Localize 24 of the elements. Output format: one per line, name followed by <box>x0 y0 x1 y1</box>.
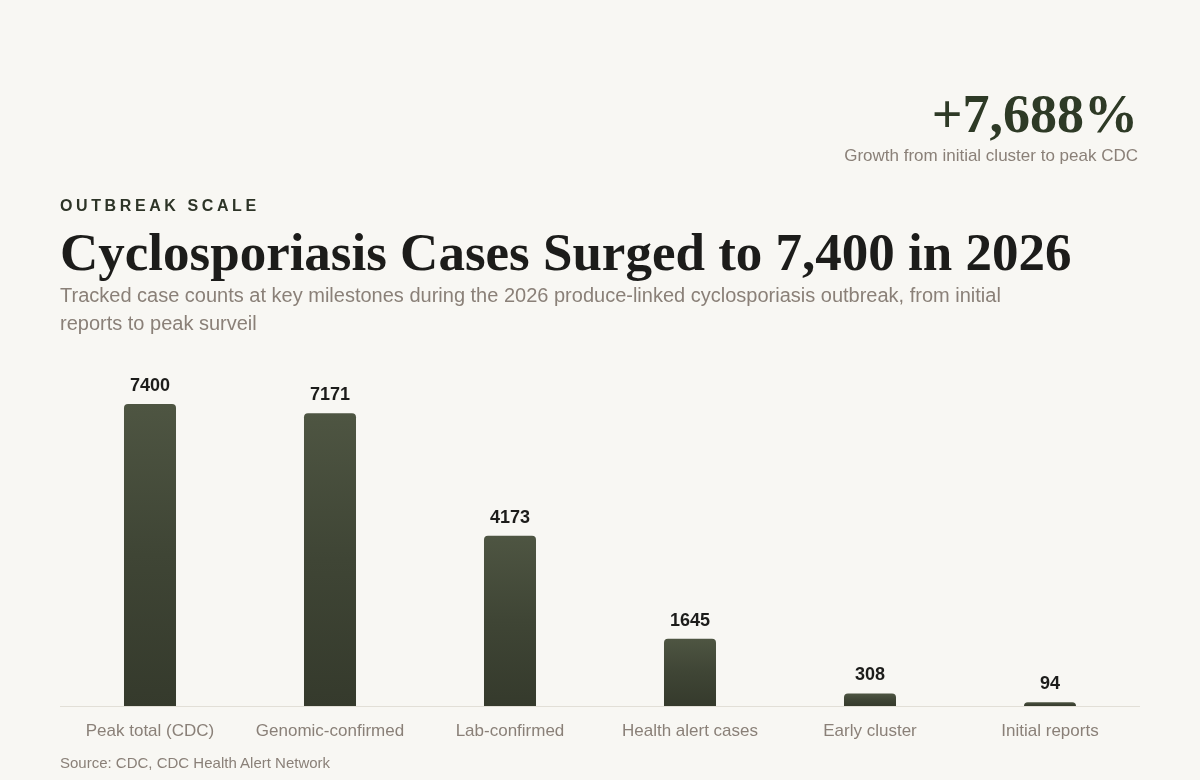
text: OUTBREAK SCALE <box>60 197 260 214</box>
bar <box>483 535 537 706</box>
x-tick-label: Genomic-confirmed <box>255 721 405 740</box>
bar <box>843 693 897 706</box>
source-note: Source: CDC, CDC Health Alert Network <box>60 754 331 771</box>
data-label: 94 <box>1039 673 1061 694</box>
chart-title: Cyclosporiasis Cases Surged to 7,400 in 2026 <box>60 223 1072 281</box>
chart-subtitle: Tracked case counts at key milestones during the 2026 produce-linked cyclosporiasis outbreak, from initial reports to peak surveil <box>60 284 1001 334</box>
data-label: 1645 <box>669 609 711 630</box>
x-tick-label: Initial reports <box>1001 721 1099 740</box>
data-label: 4173 <box>489 506 531 527</box>
x-tick-label: Early cluster <box>823 721 918 740</box>
data-label: 7171 <box>309 384 351 405</box>
bar <box>663 638 717 706</box>
text: Growth from initial cluster to peak CDC <box>844 146 1138 165</box>
bar <box>123 404 177 706</box>
text: +7,688% <box>931 84 1138 144</box>
data-label: 7400 <box>129 375 171 395</box>
data-label: 308 <box>854 664 886 685</box>
bar <box>1023 702 1077 706</box>
x-tick-label: Peak total (CDC) <box>85 721 215 740</box>
x-tick-label: Lab-confirmed <box>455 721 565 740</box>
bar <box>303 413 357 706</box>
x-tick-label: Health alert cases <box>621 721 759 740</box>
